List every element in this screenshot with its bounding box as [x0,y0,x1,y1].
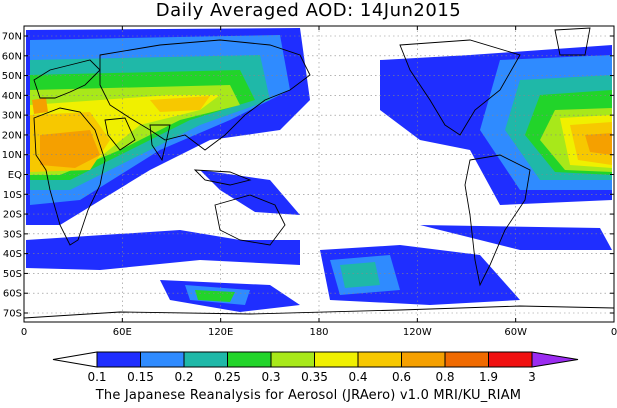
lat-label: 10N [2,150,22,161]
lat-label: 20S [3,210,22,221]
colorbar-box [314,351,359,368]
colorbar-low-triangle [52,351,98,368]
lat-label: 30S [3,229,22,240]
coastlines [24,27,614,319]
lat-label: 40N [2,91,22,102]
lat-label: 50N [2,71,22,82]
lon-label: 180 [309,327,328,338]
colorbar-box [140,351,185,368]
latitude-ticks: 70N 60N 50N 40N 30N 20N 10N EQ 10S 20S 30S 40S 50S 60… [2,32,614,320]
lat-label: 60N [2,51,22,62]
lat-label: 70N [2,32,22,43]
colorbar-label: 0.1 [87,370,106,384]
lat-label: 50S [3,269,22,280]
lon-label: 0 [611,327,617,338]
longitude-ticks: 0 60E 120E 180 120W 60W 0 [21,26,617,338]
colorbar-box [270,351,315,368]
lat-label: 10S [3,190,22,201]
colorbar-label: 0.2 [174,370,193,384]
colorbar-box [444,351,489,368]
lat-label: 30N [2,111,22,122]
lat-label: 70S [3,309,22,320]
colorbar-label: 0.25 [214,370,241,384]
aod-field [24,26,614,322]
credit-line: The Japanese Reanalysis for Aerosol (JRA… [95,388,522,403]
colorbar-label: 3 [528,370,536,384]
lat-label: EQ [8,170,22,181]
colorbar-label: 0.3 [261,370,280,384]
lat-label: 20N [2,130,22,141]
colorbar-box [227,351,272,368]
colorbar-box [488,351,533,368]
colorbar-box [96,351,141,368]
colorbar-label: 0.15 [127,370,154,384]
lat-label: 40S [3,249,22,260]
colorbar-label: 1.9 [479,370,498,384]
lat-label: 60S [3,289,22,300]
colorbar-high-triangle [531,351,579,368]
colorbar-box [183,351,228,368]
lon-label: 120E [208,327,233,338]
lon-label: 120W [403,327,432,338]
colorbar-label: 0.8 [435,370,454,384]
colorbar-box [357,351,402,368]
colorbar-label: 0.6 [392,370,411,384]
colorbar-label: 0.4 [348,370,367,384]
colorbar-label: 0.35 [301,370,328,384]
lon-label: 60E [113,327,132,338]
lon-label: 60W [504,327,527,338]
map-title: Daily Averaged AOD: 14Jun2015 [155,0,462,21]
lon-label: 0 [21,327,27,338]
colorbar-box [401,351,446,368]
